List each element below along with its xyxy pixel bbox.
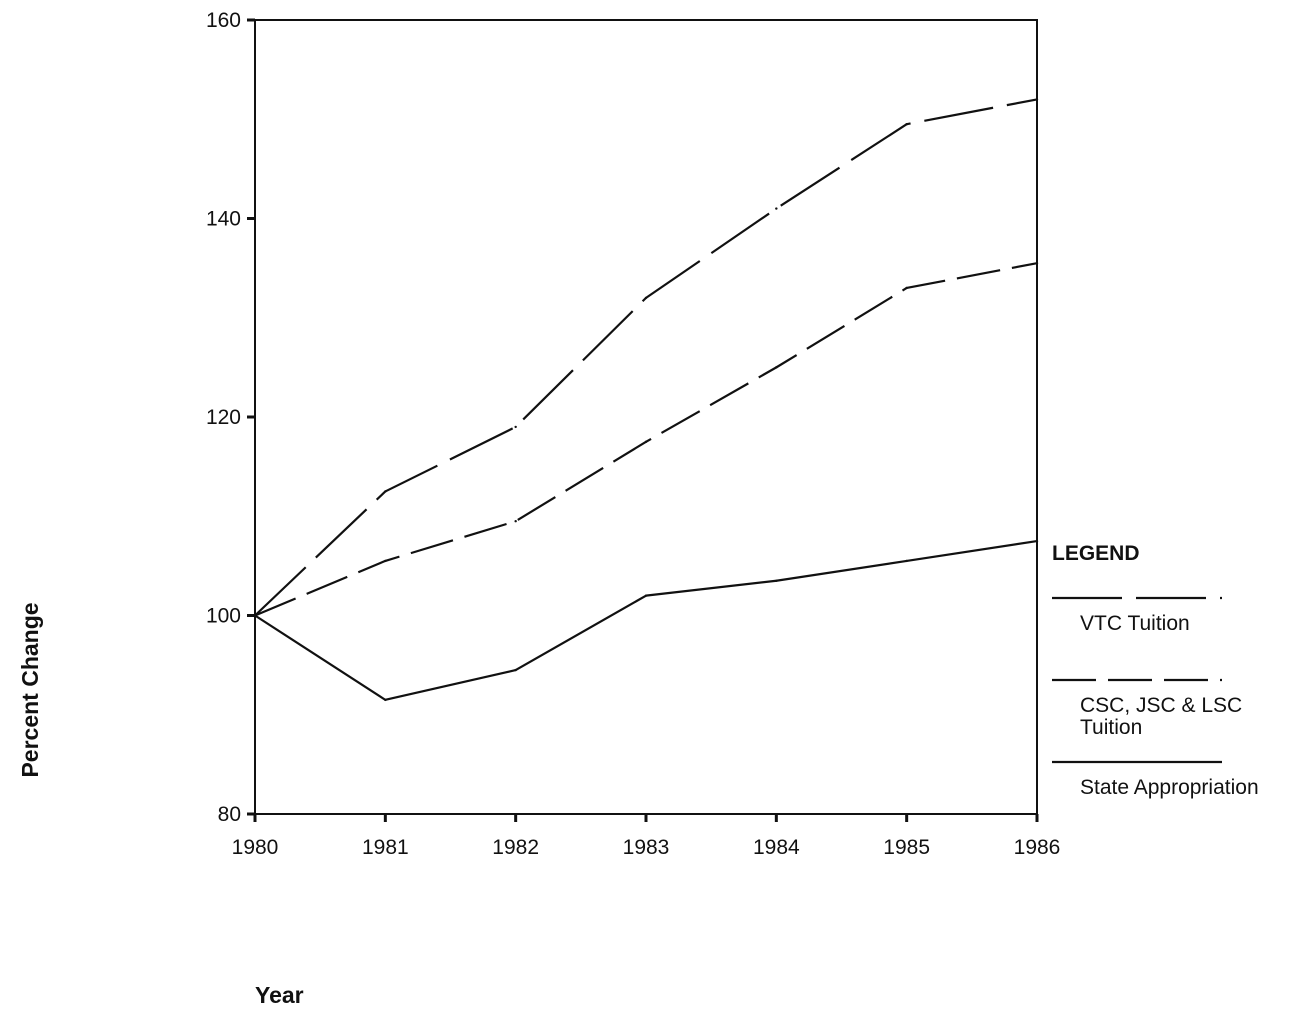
data-point <box>644 594 648 597</box>
x-tick-label: 1981 <box>362 836 409 859</box>
x-axis-title: Year <box>255 982 304 1008</box>
legend-label: Tuition <box>1080 716 1142 739</box>
data-point <box>905 559 908 563</box>
data-point <box>253 614 257 617</box>
data-point <box>384 698 387 702</box>
y-tick-label: 120 <box>206 406 241 429</box>
data-point <box>514 425 517 429</box>
legend-label: VTC Tuition <box>1080 612 1190 635</box>
data-point <box>905 123 908 126</box>
data-point <box>775 366 778 369</box>
data-point <box>384 490 387 493</box>
plot-area-border <box>254 19 1038 815</box>
data-point <box>905 286 908 290</box>
data-point <box>775 207 778 210</box>
series-line <box>254 539 1038 701</box>
data-point <box>644 440 648 444</box>
x-tick-label: 1984 <box>753 836 800 859</box>
x-tick-label: 1986 <box>1014 836 1061 859</box>
x-tick-label: 1983 <box>623 836 670 859</box>
y-tick-label: 140 <box>206 208 241 231</box>
series-lines <box>253 98 1039 702</box>
data-point <box>1035 539 1039 543</box>
x-tick-label: 1985 <box>883 836 930 859</box>
data-point <box>1035 261 1039 265</box>
y-tick-label: 100 <box>206 605 241 628</box>
legend-label: CSC, JSC & LSC <box>1080 694 1242 717</box>
data-point <box>1035 98 1039 101</box>
y-tick-label: 80 <box>218 803 241 826</box>
data-point <box>514 668 517 672</box>
x-tick-label: 1982 <box>492 836 539 859</box>
legend-label: State Appropriation <box>1080 776 1259 799</box>
y-axis-title: Percent Change <box>17 602 43 777</box>
y-axis: 80 100 120 140 160 <box>206 9 255 826</box>
legend-title: LEGEND <box>1052 542 1140 565</box>
series-line <box>254 98 1038 617</box>
data-point <box>644 296 648 300</box>
data-point <box>514 520 517 523</box>
plot-frame <box>254 19 1038 815</box>
x-axis: 1980 1981 1982 1983 1984 1985 1986 <box>232 814 1061 859</box>
data-point <box>384 559 387 563</box>
data-point <box>775 579 778 582</box>
y-tick-label: 160 <box>206 9 241 32</box>
x-tick-label: 1980 <box>232 836 279 859</box>
series-line <box>254 262 1038 617</box>
